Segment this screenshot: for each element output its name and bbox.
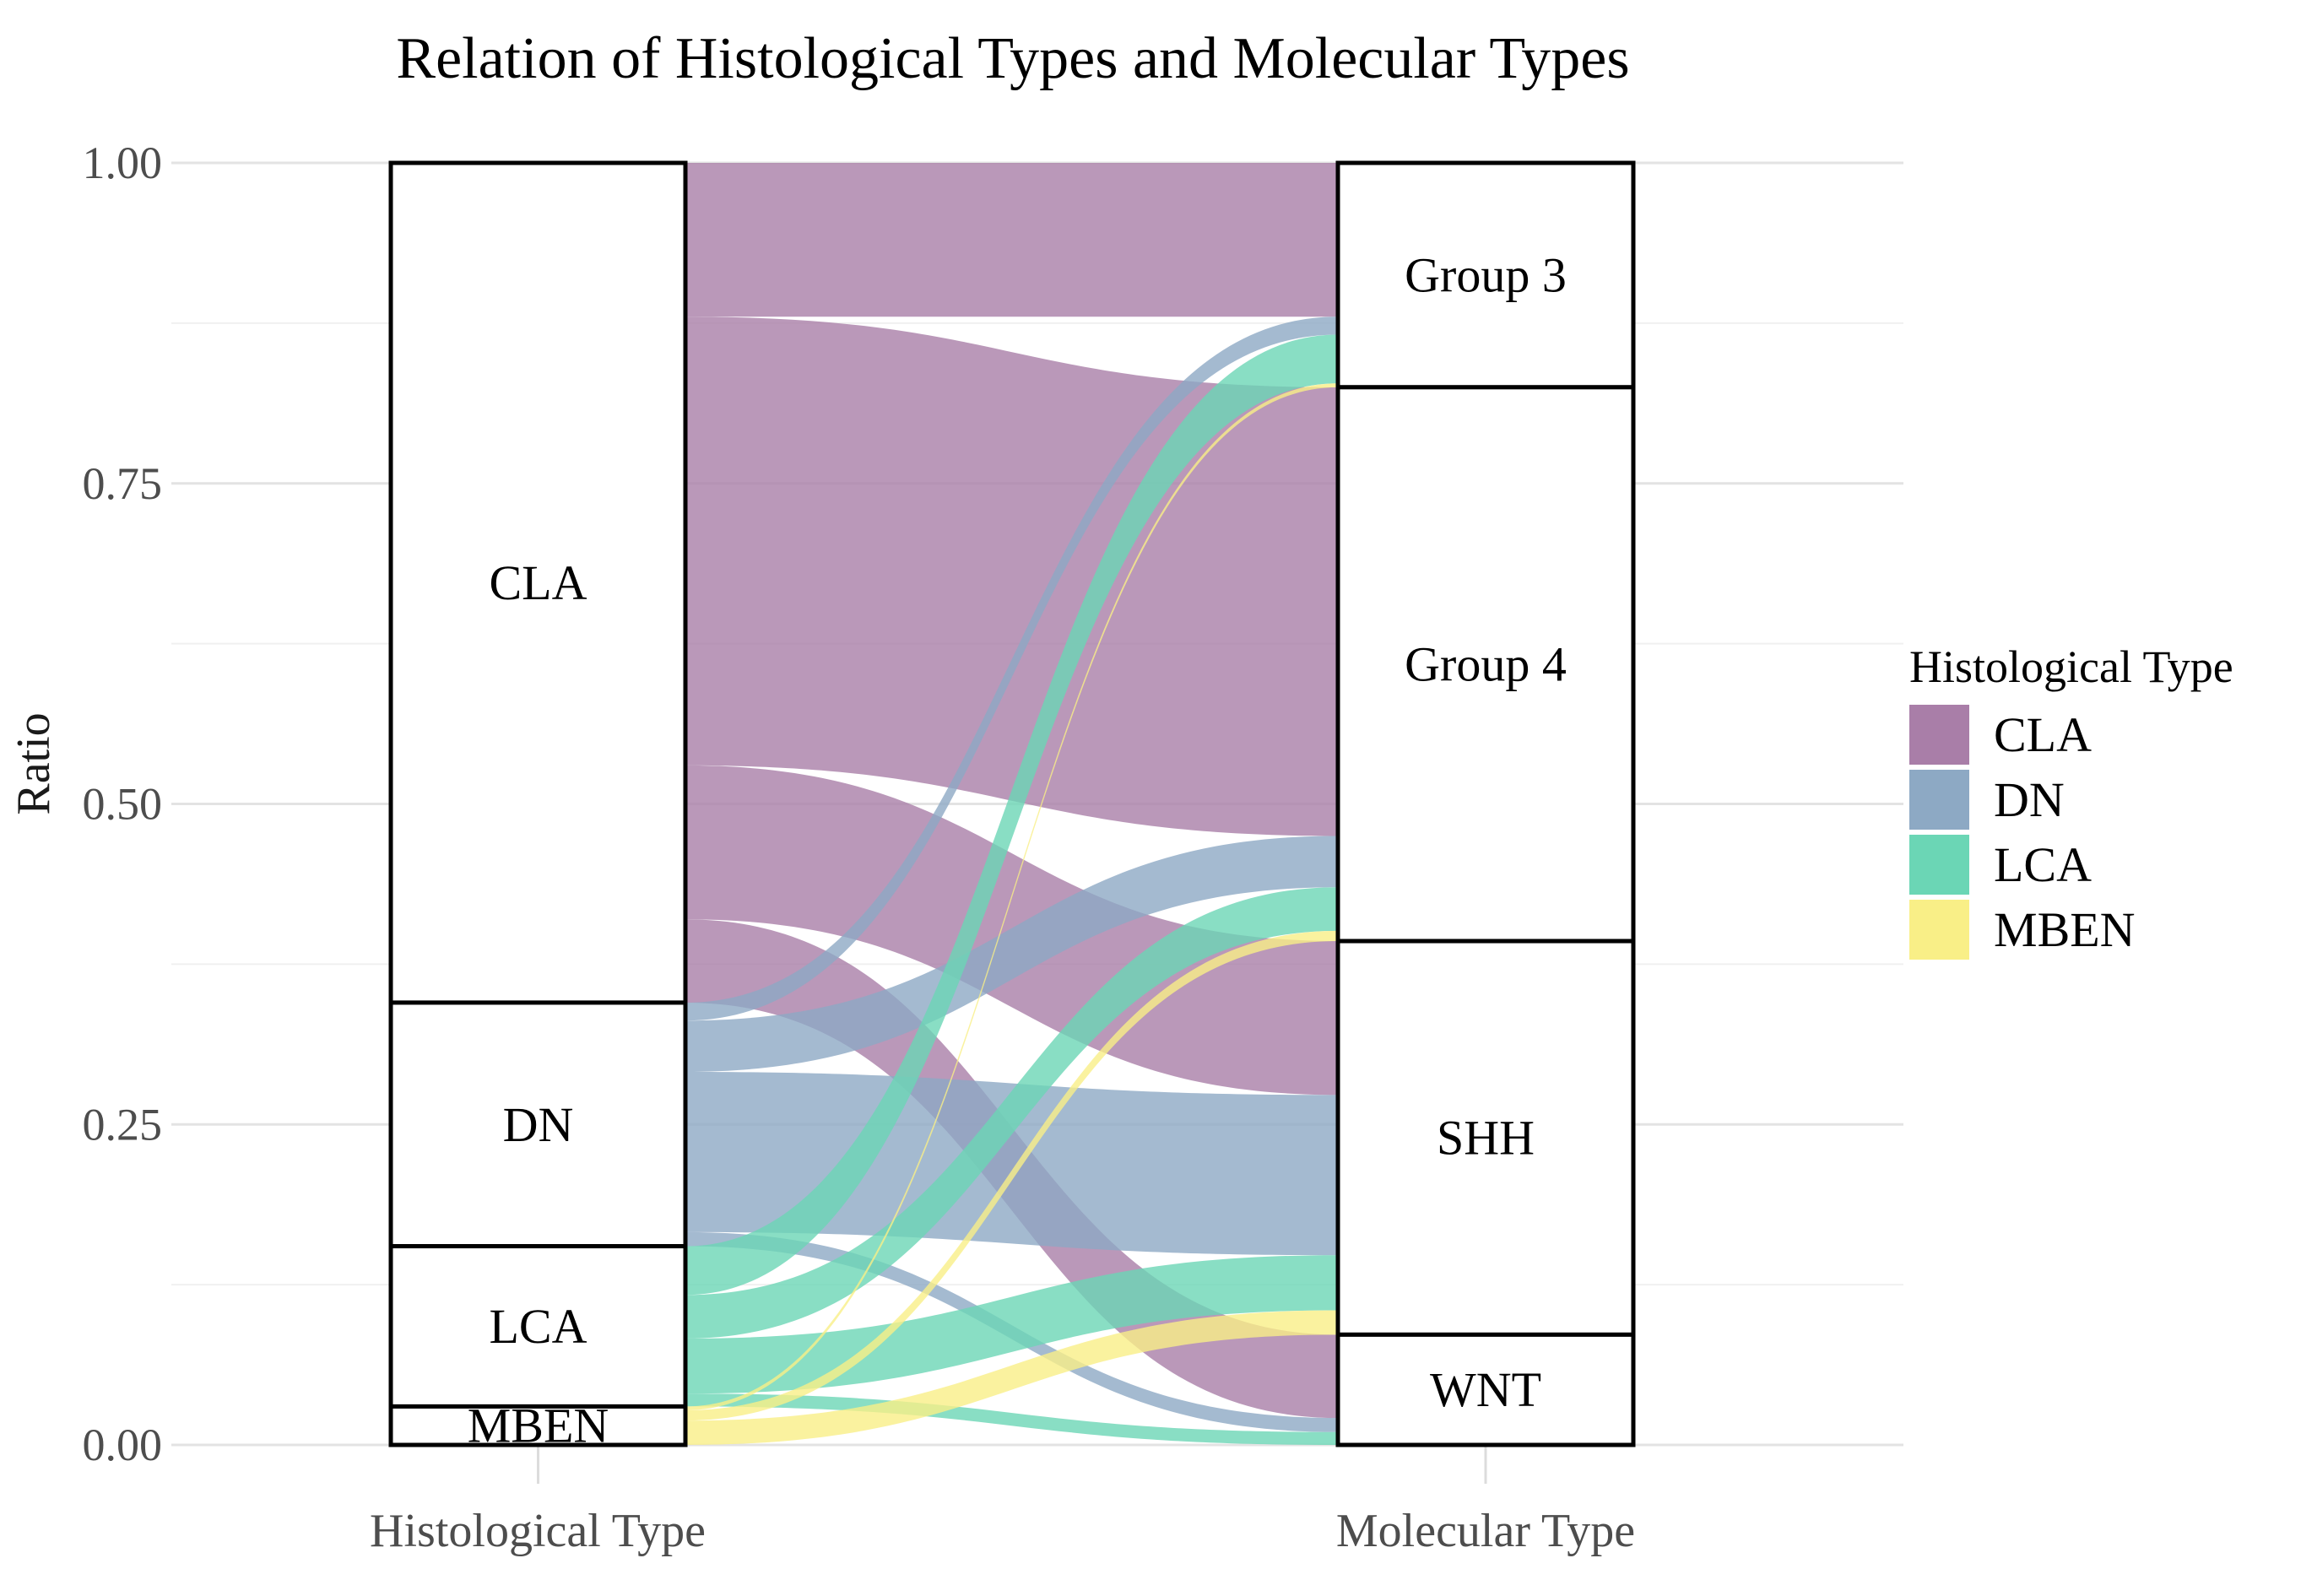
legend-swatch-lca bbox=[1909, 835, 1969, 895]
flow-lca-to-wnt bbox=[685, 1393, 1338, 1445]
stratum-right-shh bbox=[1335, 939, 1636, 1337]
stratum-right-group-3 bbox=[1335, 160, 1636, 390]
stratum-right-wnt bbox=[1335, 1332, 1636, 1447]
legend-items: CLA DN LCA MBEN bbox=[1909, 705, 2136, 960]
x-axis-title-histological-type: Histological Type bbox=[370, 1505, 706, 1557]
stratum-left-dn bbox=[388, 1000, 688, 1249]
y-tick-label-0.00: 0.00 bbox=[83, 1420, 163, 1470]
legend-swatch-mben bbox=[1909, 900, 1969, 960]
legend-label-dn: DN bbox=[1994, 772, 2065, 827]
flows-from-mben bbox=[685, 383, 1338, 1445]
stratum-label-group-3: Group 3 bbox=[1405, 247, 1567, 302]
stratum-left-mben bbox=[388, 1404, 688, 1447]
flow-lca-to-group-3 bbox=[685, 334, 1338, 1296]
legend-swatch-dn bbox=[1909, 770, 1969, 830]
y-tick-label-0.25: 0.25 bbox=[83, 1099, 163, 1150]
legend-label-lca: LCA bbox=[1994, 837, 2092, 892]
flow-mben-to-group-4 bbox=[685, 930, 1338, 1421]
legend: Histological Type CLA DN LCA MBEN bbox=[1909, 641, 2233, 960]
flow-dn-to-group-4 bbox=[685, 836, 1338, 1072]
stratum-label-cla: CLA bbox=[490, 555, 587, 610]
legend-swatch-cla bbox=[1909, 705, 1969, 765]
stratum-right-group-4 bbox=[1335, 385, 1636, 944]
flow-mben-to-shh bbox=[685, 1310, 1338, 1445]
y-tick-label-0.50: 0.50 bbox=[83, 779, 163, 830]
stratum-label-shh: SHH bbox=[1437, 1111, 1535, 1166]
stratum-label-wnt: WNT bbox=[1430, 1362, 1541, 1417]
stratum-left-lca bbox=[388, 1244, 688, 1409]
stratum-label-mben: MBEN bbox=[468, 1399, 609, 1453]
flow-dn-to-group-3 bbox=[685, 316, 1338, 1021]
flow-lca-to-shh bbox=[685, 1255, 1338, 1394]
flow-dn-to-shh bbox=[685, 1071, 1338, 1256]
legend-label-cla: CLA bbox=[1994, 707, 2092, 762]
y-axis-title: Ratio bbox=[8, 712, 60, 814]
chart-title: Relation of Histological Types and Molec… bbox=[396, 26, 1629, 91]
stratum-label-lca: LCA bbox=[490, 1299, 587, 1354]
legend-label-mben: MBEN bbox=[1994, 902, 2136, 957]
stratum-label-dn: DN bbox=[503, 1097, 574, 1152]
y-tick-labels-layer: 1.00 0.75 0.50 0.25 0.00 bbox=[83, 138, 163, 1470]
legend-title: Histological Type bbox=[1909, 641, 2233, 692]
y-tick-label-0.75: 0.75 bbox=[83, 458, 163, 509]
y-tick-label-1.00: 1.00 bbox=[83, 138, 163, 188]
flow-lca-to-group-4 bbox=[685, 887, 1338, 1339]
flows-from-lca bbox=[685, 334, 1338, 1445]
stratum-left-cla bbox=[388, 160, 688, 1005]
stratum-label-group-4: Group 4 bbox=[1405, 636, 1567, 691]
strata-layer: CLA DN LCA MBEN Group 3 Group 4 SHH WNT bbox=[388, 160, 1636, 1453]
x-axis-title-molecular-type: Molecular Type bbox=[1336, 1505, 1635, 1557]
flow-cla-to-group-3 bbox=[685, 163, 1338, 317]
flows-layer bbox=[685, 163, 1338, 1445]
x-tick-marks-layer bbox=[537, 1445, 1487, 1484]
flow-mben-to-group-3 bbox=[685, 383, 1338, 1410]
